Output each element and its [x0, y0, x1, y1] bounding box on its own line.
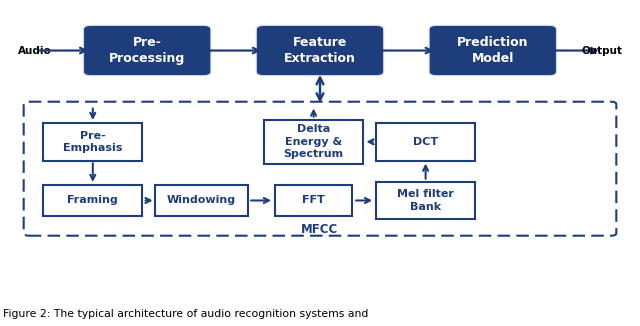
- Text: MFCC: MFCC: [301, 223, 339, 236]
- FancyBboxPatch shape: [84, 25, 211, 76]
- Text: Feature
Extraction: Feature Extraction: [284, 36, 356, 65]
- FancyBboxPatch shape: [275, 185, 352, 216]
- FancyBboxPatch shape: [256, 25, 383, 76]
- FancyBboxPatch shape: [429, 25, 557, 76]
- Text: Framing: Framing: [67, 196, 118, 205]
- FancyBboxPatch shape: [264, 120, 364, 164]
- FancyBboxPatch shape: [43, 185, 142, 216]
- FancyBboxPatch shape: [376, 123, 476, 161]
- Text: Pre-
Emphasis: Pre- Emphasis: [63, 131, 122, 153]
- FancyBboxPatch shape: [24, 102, 616, 236]
- Text: DCT: DCT: [413, 137, 438, 147]
- FancyBboxPatch shape: [155, 185, 248, 216]
- Text: Audio: Audio: [18, 46, 52, 55]
- FancyBboxPatch shape: [43, 123, 142, 161]
- Text: Pre-
Processing: Pre- Processing: [109, 36, 186, 65]
- Text: Windowing: Windowing: [167, 196, 236, 205]
- Text: Mel filter
Bank: Mel filter Bank: [397, 189, 454, 212]
- Text: Figure 2: The typical architecture of audio recognition systems and: Figure 2: The typical architecture of au…: [3, 309, 369, 319]
- FancyBboxPatch shape: [376, 182, 476, 219]
- Text: Delta
Energy &
Spectrum: Delta Energy & Spectrum: [284, 125, 344, 159]
- Text: Prediction
Model: Prediction Model: [457, 36, 529, 65]
- Text: FFT: FFT: [302, 196, 325, 205]
- Text: Output: Output: [581, 46, 622, 55]
